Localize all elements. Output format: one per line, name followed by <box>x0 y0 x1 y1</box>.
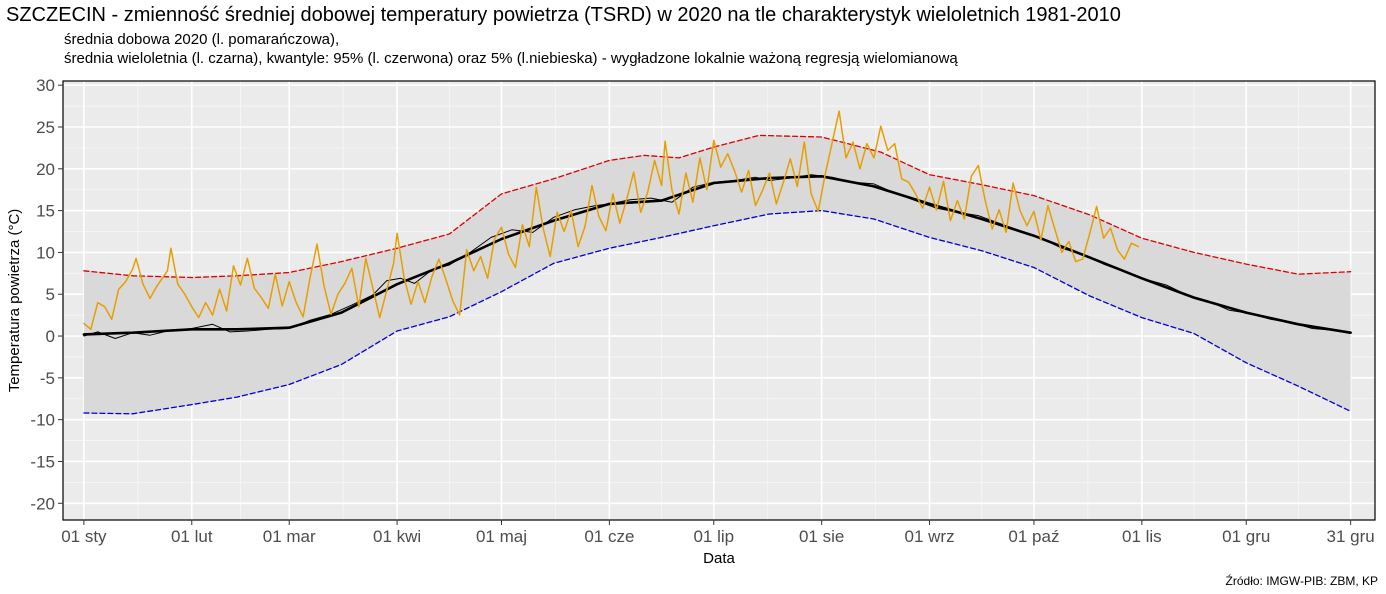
x-tick-label: 01 lut <box>171 527 213 546</box>
chart-title: SZCZECIN - zmienność średniej dobowej te… <box>6 4 1121 26</box>
y-tick-label: 0 <box>46 327 55 346</box>
series-q05 <box>83 209 1352 415</box>
y-tick-label: 25 <box>36 118 55 137</box>
x-tick-label: 01 sie <box>799 527 844 546</box>
y-axis-label: Temperatura powietrza (°C) <box>6 209 23 393</box>
x-tick-label: 01 cze <box>584 527 634 546</box>
y-tick-label: 20 <box>36 160 55 179</box>
x-tick-label: 01 kwi <box>373 527 421 546</box>
plot-frame <box>62 80 1376 521</box>
x-axis-ticks: 01 sty 01 lut 01 mar 01 kwi 01 maj 01 cze 01 l… <box>61 520 1375 546</box>
x-tick-label: 01 sty <box>61 527 107 546</box>
series-q95 <box>83 134 1352 279</box>
y-tick-label: -20 <box>30 494 55 513</box>
x-tick-label: 01 maj <box>476 527 527 546</box>
series-mean-smooth <box>82 175 1352 336</box>
grid-major <box>63 81 1375 520</box>
x-tick-label: 01 gru <box>1222 527 1270 546</box>
series-daily-2020 <box>83 110 1140 331</box>
y-tick-label: 30 <box>36 76 55 95</box>
quantile-band <box>83 135 1351 414</box>
y-tick-label: -10 <box>30 411 55 430</box>
x-axis-label: Data <box>703 550 735 567</box>
chart-subtitle-line2: średnia wieloletnia (l. czarna), kwantyl… <box>64 50 958 67</box>
x-tick-label: 01 paź <box>1008 527 1059 546</box>
x-tick-label: 01 lis <box>1122 527 1162 546</box>
y-tick-label: -15 <box>30 452 55 471</box>
x-tick-label: 01 wrz <box>905 527 955 546</box>
y-tick-label: 15 <box>36 202 55 221</box>
y-tick-label: 5 <box>46 285 55 304</box>
series-layer <box>82 110 1352 415</box>
chart-subtitle-line1: średnia dobowa 2020 (l. pomarańczowa), <box>64 31 340 48</box>
y-tick-label: -5 <box>40 369 55 388</box>
source-note: Źródło: IMGW-PIB: ZBM, KP <box>1225 574 1378 588</box>
y-axis-ticks: -20 -15 -10 -5 0 5 10 15 20 25 30 <box>30 76 63 513</box>
y-tick-label: 10 <box>36 243 55 262</box>
x-tick-label: 31 gru <box>1327 527 1375 546</box>
x-tick-label: 01 mar <box>263 527 316 546</box>
x-tick-label: 01 lip <box>693 527 734 546</box>
